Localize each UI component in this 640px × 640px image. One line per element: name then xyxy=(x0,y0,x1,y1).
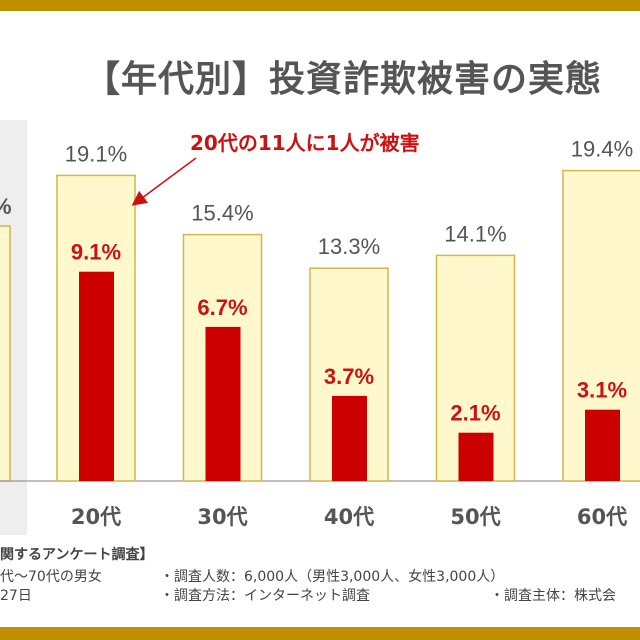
category-label: 40代 xyxy=(324,505,374,529)
category-label: 20代 xyxy=(71,505,121,529)
annotation-arrow xyxy=(131,157,197,206)
partial-bar xyxy=(0,225,11,482)
outer-value-label: 19.4% xyxy=(571,137,633,162)
outer-value-label: 19.1% xyxy=(65,141,127,166)
outer-value-label: 13.3% xyxy=(318,234,380,259)
footer-line-3c: ・調査主体：株式会 xyxy=(490,588,616,604)
bottom-frame-bar xyxy=(0,627,640,640)
top-frame-bar xyxy=(0,0,640,11)
partial-label: % xyxy=(0,194,12,219)
inner-bar xyxy=(79,271,114,481)
inner-bar xyxy=(332,395,367,481)
inner-value-label: 9.1% xyxy=(71,240,121,265)
inner-value-label: 3.1% xyxy=(577,378,627,403)
footer-line-2b: ・調査人数：6,000人（男性3,000人、女性3,000人） xyxy=(160,569,505,585)
category-label: 50代 xyxy=(450,505,500,529)
outer-value-label: 14.1% xyxy=(444,221,506,246)
footer-line-1: 関するアンケート調査】 xyxy=(0,547,154,563)
inner-value-label: 6.7% xyxy=(197,295,247,320)
footer-line-3b: ・調査方法：インターネット調査 xyxy=(160,588,370,604)
inner-value-label: 3.7% xyxy=(324,364,374,389)
inner-bar xyxy=(458,432,494,481)
chart-title: 【年代別】投資詐欺被害の実態 xyxy=(84,59,603,100)
category-label: 60代 xyxy=(577,505,627,529)
inner-value-label: 2.1% xyxy=(450,401,500,426)
outer-value-label: 15.4% xyxy=(191,201,253,226)
annotation-text: 20代の11人に1人が被害 xyxy=(190,131,420,155)
footer-line-2a: 代～70代の男女 xyxy=(0,569,102,585)
footer-line-3a: 27日 xyxy=(0,588,32,604)
inner-bar xyxy=(585,409,620,481)
category-label: 30代 xyxy=(197,505,247,529)
inner-bar xyxy=(205,326,241,481)
